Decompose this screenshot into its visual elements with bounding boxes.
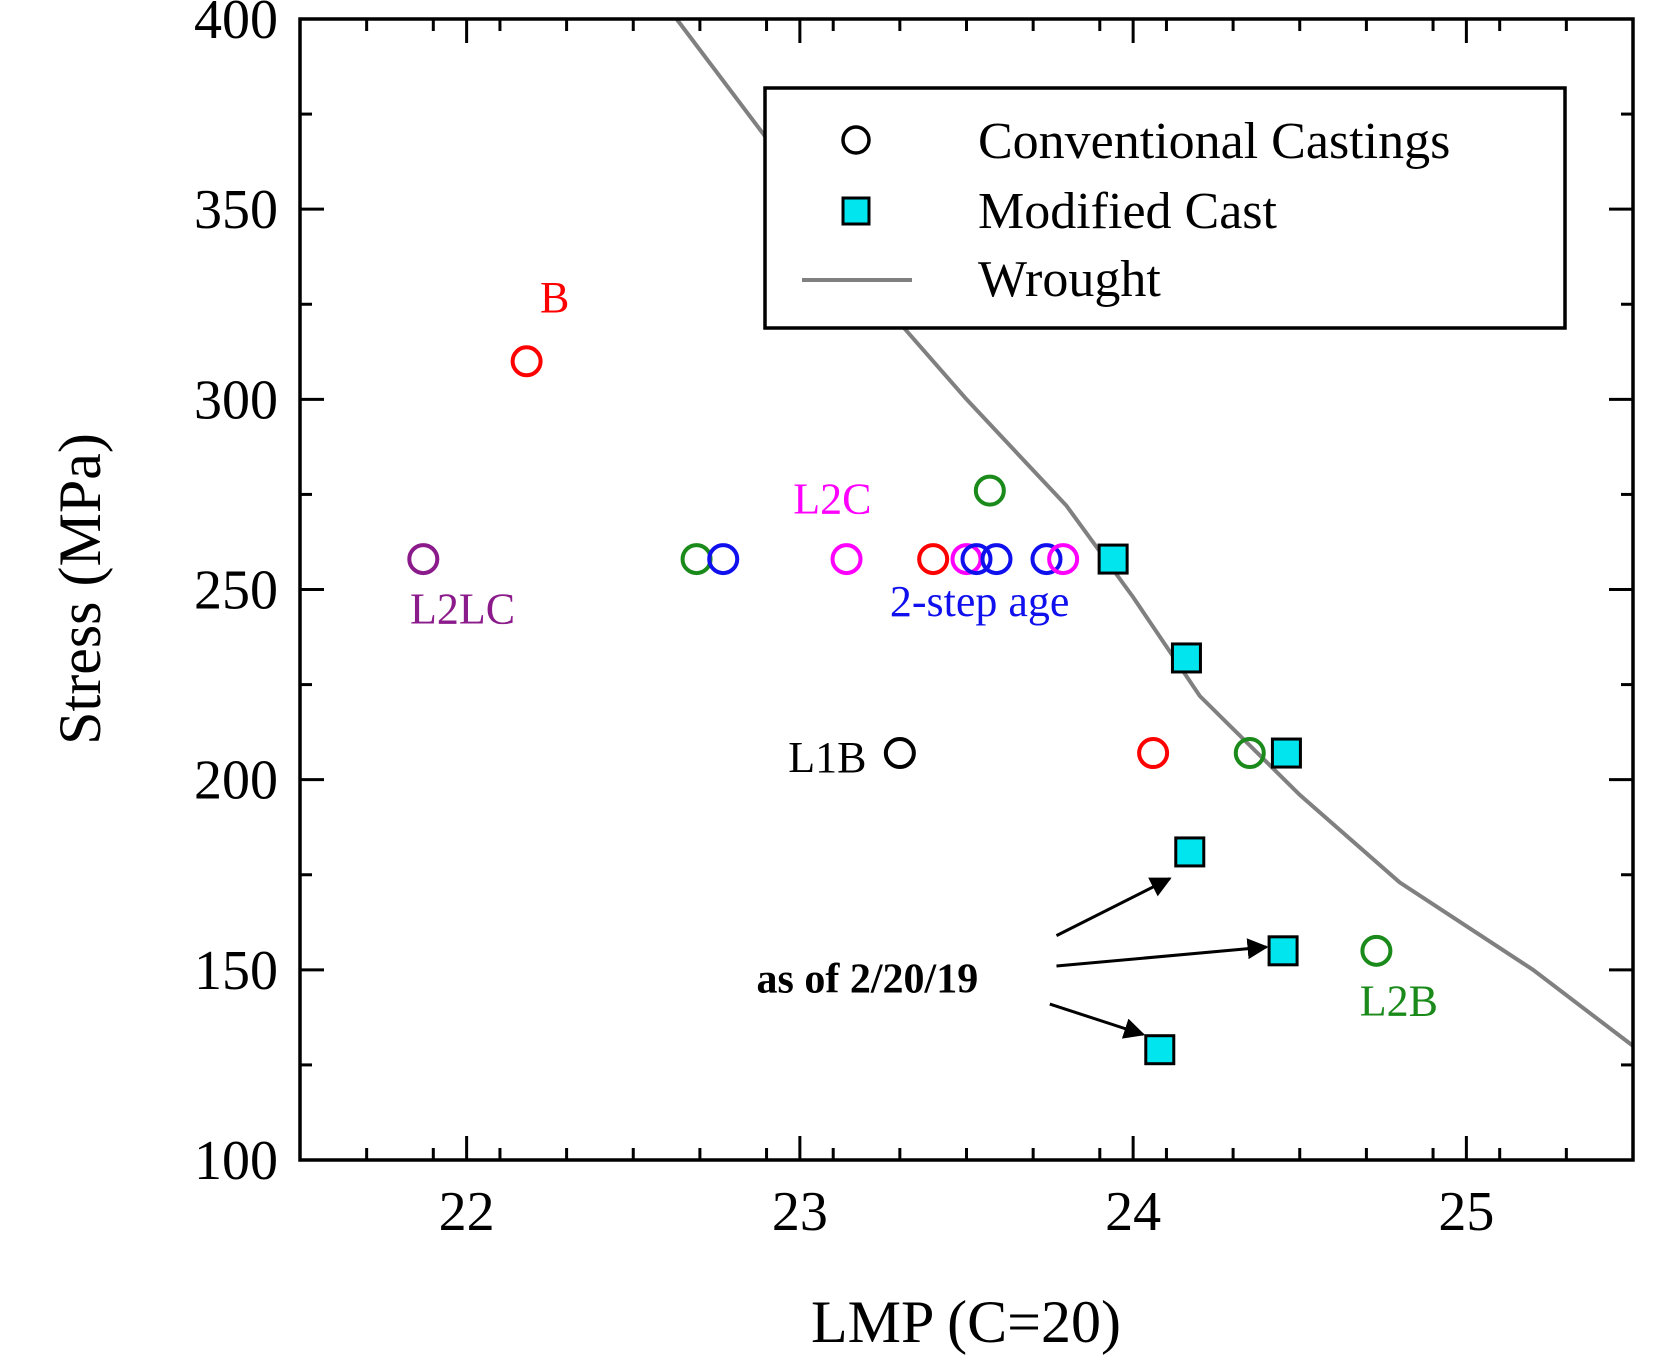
- annotation-arrow: [1056, 938, 1269, 968]
- annotation-arrow: [1055, 877, 1172, 937]
- modified-cast-point: [1144, 1034, 1176, 1066]
- conventional-casting-point: [707, 543, 740, 576]
- conventional-casting-point: [917, 543, 950, 576]
- legend-wrought-label: Wrought: [978, 251, 1161, 308]
- modified-cast-point: [1174, 836, 1206, 868]
- conventional-casting-point: [883, 737, 916, 770]
- y-tick-label: 100: [194, 1130, 278, 1192]
- y-tick-label: 250: [194, 560, 278, 622]
- y-tick-label: 300: [194, 369, 278, 431]
- conventional-casting-point: [1030, 543, 1063, 576]
- conventional-casting-point: [510, 345, 543, 378]
- y-tick-label: 400: [194, 0, 278, 51]
- x-tick-label: 25: [1438, 1181, 1494, 1243]
- x-tick-label: 23: [772, 1181, 828, 1243]
- annotation-layer: B L2LC L2C 2-step age L1B L2B as of 2/20/19: [410, 273, 1438, 1039]
- conventional-casting-point: [1233, 737, 1266, 770]
- conventional-casting-point: [960, 543, 993, 576]
- conventional-casting-point: [1047, 543, 1080, 576]
- conventional-casting-point: [980, 543, 1013, 576]
- y-tick-label: 150: [194, 940, 278, 1002]
- conventional-casting-point: [973, 474, 1006, 507]
- annotation-label: L1B: [788, 733, 866, 782]
- legend-conventional-label: Conventional Castings: [978, 113, 1450, 170]
- conventional-casting-point: [830, 543, 863, 576]
- modified-cast-point: [1170, 642, 1202, 674]
- annotation-label: as of 2/20/19: [757, 957, 979, 1003]
- annotation-label: L2LC: [410, 585, 515, 634]
- legend-conventional-marker: [841, 125, 871, 155]
- legend-box: [763, 86, 1567, 330]
- annotation-label: L2B: [1360, 976, 1438, 1025]
- modified-cast-point: [1267, 935, 1299, 967]
- conventional-casting-point: [1360, 934, 1393, 967]
- tick-layer: 22 23 24 25 100 150 200 250 300 350 400: [194, 0, 1635, 1243]
- modified-cast-point: [1270, 737, 1302, 769]
- x-tick-label: 22: [439, 1181, 495, 1243]
- x-tick-label: 24: [1105, 1181, 1161, 1243]
- legend-modified-label: Modified Cast: [978, 183, 1278, 240]
- annotation-label: L2C: [793, 474, 871, 523]
- annotation-label: B: [540, 273, 569, 322]
- annotation-arrow: [1049, 1002, 1146, 1039]
- conventional-casting-point: [1137, 737, 1170, 770]
- legend-modified-marker: [841, 196, 871, 226]
- legend: Conventional Castings Modified Cast Wrou…: [763, 86, 1567, 330]
- y-tick-label: 350: [194, 179, 278, 241]
- modified-cast-point: [1097, 543, 1129, 575]
- conventional-casting-point: [407, 543, 440, 576]
- y-tick-label: 200: [194, 750, 278, 812]
- y-axis-label: Stress (MPa): [47, 433, 113, 745]
- annotation-label: 2-step age: [890, 577, 1070, 626]
- x-axis-label: LMP (C=20): [811, 1289, 1121, 1355]
